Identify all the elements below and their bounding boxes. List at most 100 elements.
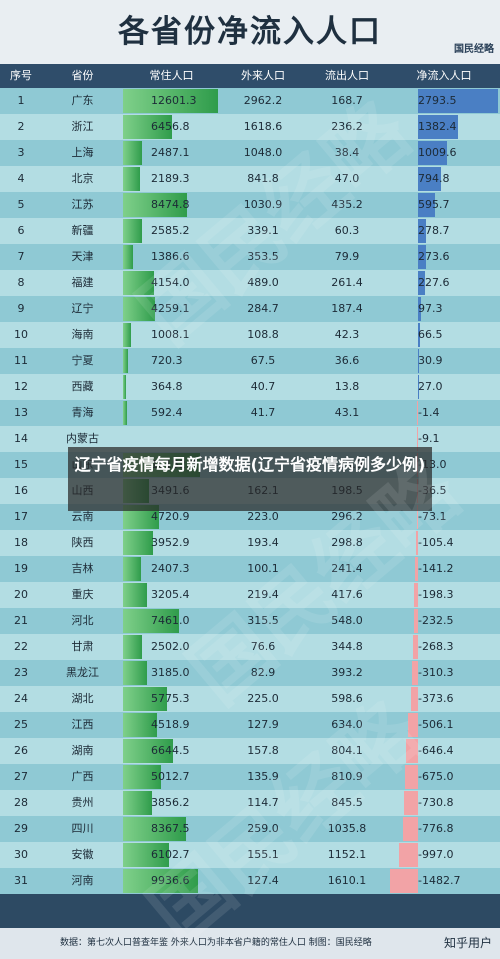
outflow-cell: 417.6: [331, 588, 363, 601]
inflow-cell: 315.5: [247, 614, 279, 627]
outflow-cell: 43.1: [334, 406, 360, 419]
table-row: 1 广东 12601.3 2962.2 168.7 2793.5: [0, 88, 500, 114]
net-outflow-bar: [405, 739, 418, 763]
outflow-cell: 261.4: [331, 276, 363, 289]
net-outflow-bar: [403, 817, 418, 841]
rank-cell: 5: [17, 198, 25, 211]
inflow-cell: 223.0: [247, 510, 279, 523]
net-inflow-cell: 2793.5: [388, 88, 500, 114]
inflow-cell: 339.1: [247, 224, 279, 237]
net-inflow-cell: -310.3: [388, 660, 500, 686]
net-inflow-cell: -646.4: [388, 738, 500, 764]
province-cell: 新疆: [71, 224, 94, 237]
table-row: 20 重庆 3205.4 219.4 417.6 -198.3: [0, 582, 500, 608]
net-outflow-bar: [408, 713, 418, 737]
province-cell: 黑龙江: [66, 666, 99, 679]
province-cell: 内蒙古: [66, 432, 99, 445]
resident-pop-cell: 6456.8: [123, 114, 220, 140]
column-header: 流出人口: [306, 64, 388, 88]
resident-pop-cell: 9936.6: [123, 868, 220, 894]
net-inflow-cell: -105.4: [388, 530, 500, 556]
province-cell: 宁夏: [71, 354, 94, 367]
net-inflow-cell: 1382.4: [388, 114, 500, 140]
inflow-cell: 1030.9: [243, 198, 283, 211]
table-row: 31 河南 9936.6 127.4 1610.1 -1482.7: [0, 868, 500, 894]
outflow-cell: 36.6: [334, 354, 360, 367]
rank-cell: 21: [14, 614, 28, 627]
rank-cell: 13: [14, 406, 28, 419]
inflow-cell: 135.9: [247, 770, 279, 783]
net-inflow-cell: -198.3: [388, 582, 500, 608]
population-bar: [123, 791, 153, 815]
net-outflow-bar: [412, 661, 418, 685]
page-title: 各省份净流入人口: [0, 0, 500, 64]
rank-cell: 4: [17, 172, 25, 185]
inflow-cell: 157.8: [247, 744, 279, 757]
net-inflow-bar: [418, 375, 419, 399]
net-inflow-cell: -506.1: [388, 712, 500, 738]
resident-pop-cell: 720.3: [123, 348, 220, 374]
resident-pop-cell: 5012.7: [123, 764, 220, 790]
inflow-cell: 127.9: [247, 718, 279, 731]
population-bar: [123, 713, 158, 737]
net-outflow-bar: [415, 557, 418, 581]
population-bar: [123, 271, 155, 295]
column-header: 外来人口: [220, 64, 306, 88]
inflow-cell: 127.4: [247, 874, 279, 887]
net-inflow-cell: 273.6: [388, 244, 500, 270]
resident-pop-cell: 8367.5: [123, 816, 220, 842]
table-row: 21 河北 7461.0 315.5 548.0 -232.5: [0, 608, 500, 634]
net-inflow-cell: -141.2: [388, 556, 500, 582]
outflow-cell: 298.8: [331, 536, 363, 549]
inflow-cell: 489.0: [247, 276, 279, 289]
rank-cell: 30: [14, 848, 28, 861]
net-inflow-cell: -373.6: [388, 686, 500, 712]
rank-cell: 23: [14, 666, 28, 679]
province-cell: 云南: [71, 510, 94, 523]
column-header: 省份: [42, 64, 123, 88]
net-inflow-bar: [418, 297, 421, 321]
table-row: 6 新疆 2585.2 339.1 60.3 278.7: [0, 218, 500, 244]
resident-pop-cell: 3185.0: [123, 660, 220, 686]
inflow-cell: 1618.6: [243, 120, 283, 133]
net-inflow-cell: 595.7: [388, 192, 500, 218]
net-inflow-bar: [418, 323, 420, 347]
population-bar: [123, 375, 126, 399]
population-bar: [123, 765, 161, 789]
resident-pop-cell: 4259.1: [123, 296, 220, 322]
province-cell: 重庆: [71, 588, 94, 601]
table-row: 11 宁夏 720.3 67.5 36.6 30.9: [0, 348, 500, 374]
table-row: 9 辽宁 4259.1 284.7 187.4 97.3: [0, 296, 500, 322]
rank-cell: 25: [14, 718, 28, 731]
outflow-cell: 1035.8: [327, 822, 367, 835]
outflow-cell: 435.2: [331, 198, 363, 211]
population-bar: [123, 89, 218, 113]
net-outflow-bar: [412, 635, 418, 659]
table-row: 7 天津 1386.6 353.5 79.9 273.6: [0, 244, 500, 270]
net-outflow-bar: [399, 843, 418, 867]
population-bar: [123, 167, 140, 191]
resident-pop-cell: 1008.1: [123, 322, 220, 348]
outflow-cell: 548.0: [331, 614, 363, 627]
net-inflow-cell: -1482.7: [388, 868, 500, 894]
net-inflow-bar: [418, 349, 419, 373]
population-bar: [123, 141, 142, 165]
province-cell: 天津: [71, 250, 94, 263]
outflow-cell: 187.4: [331, 302, 363, 315]
province-cell: 青海: [71, 406, 94, 419]
outflow-cell: 634.0: [331, 718, 363, 731]
population-bar: [123, 193, 187, 217]
net-inflow-bar: [418, 89, 498, 113]
net-outflow-bar: [416, 505, 418, 529]
province-cell: 贵州: [71, 796, 94, 809]
province-cell: 福建: [71, 276, 94, 289]
rank-cell: 3: [17, 146, 25, 159]
net-inflow-cell: 66.5: [388, 322, 500, 348]
rank-cell: 14: [14, 432, 28, 445]
province-cell: 湖南: [71, 744, 94, 757]
outflow-cell: 42.3: [334, 328, 360, 341]
rank-cell: 1: [17, 94, 25, 107]
rank-cell: 26: [14, 744, 28, 757]
table-row: 24 湖北 5775.3 225.0 598.6 -373.6: [0, 686, 500, 712]
net-inflow-cell: -9.1: [388, 426, 500, 452]
